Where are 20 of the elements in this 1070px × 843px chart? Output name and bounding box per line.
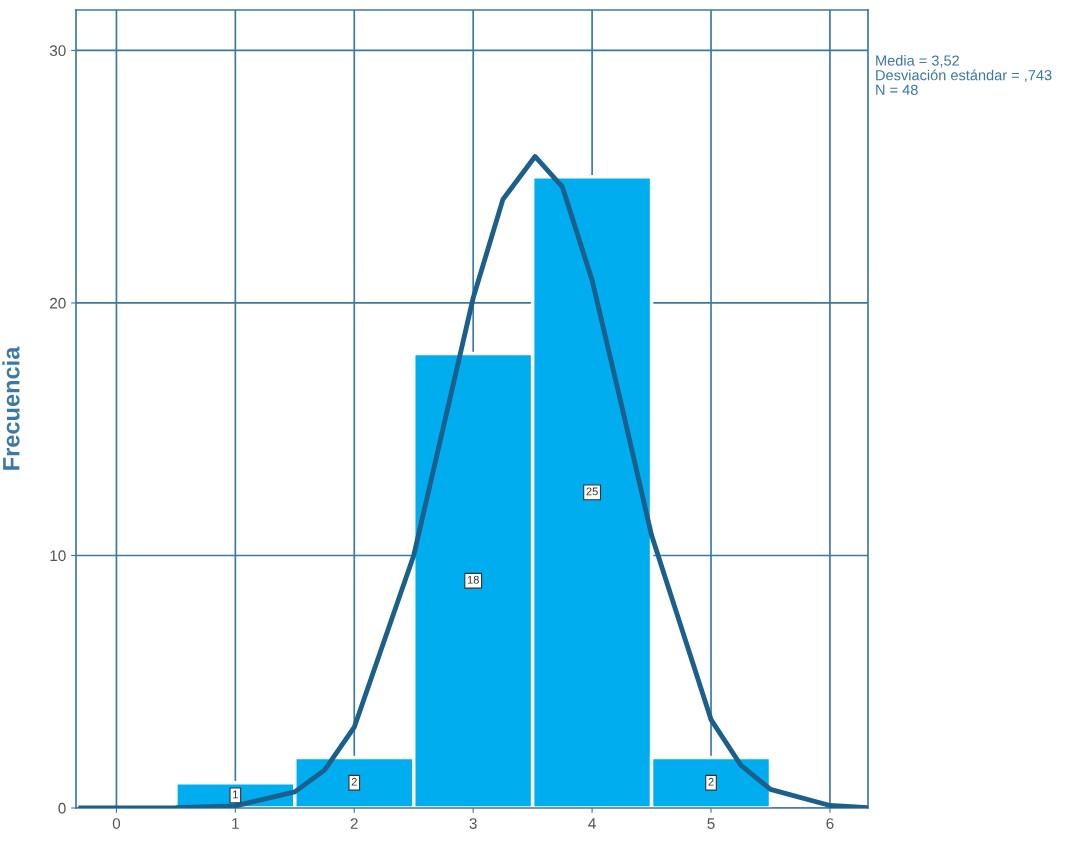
- y-tick-label: 20: [50, 297, 66, 309]
- data-label: 2: [708, 777, 714, 786]
- data-label: 18: [467, 575, 479, 584]
- x-tick-label: 5: [707, 818, 715, 829]
- x-tick-label: 0: [112, 818, 121, 829]
- data-label: 25: [586, 487, 598, 496]
- data-label: 2: [351, 777, 357, 786]
- y-axis-title: Frecuencia: [2, 346, 20, 470]
- y-tick-label: 30: [49, 45, 66, 57]
- x-tick-label: 6: [826, 818, 834, 829]
- x-tick-label: 1: [232, 818, 239, 829]
- data-label: 1: [233, 790, 238, 799]
- text: N = 48: [876, 84, 918, 96]
- text: Media = 3,52: [876, 55, 959, 68]
- text: Desviación estándar = ,743: [876, 69, 1052, 83]
- x-tick-label: 3: [469, 818, 477, 829]
- y-tick-label: 0: [58, 802, 66, 814]
- x-tick-label: 4: [588, 818, 596, 829]
- y-tick-label: 10: [50, 550, 66, 562]
- x-tick-label: 2: [350, 818, 358, 829]
